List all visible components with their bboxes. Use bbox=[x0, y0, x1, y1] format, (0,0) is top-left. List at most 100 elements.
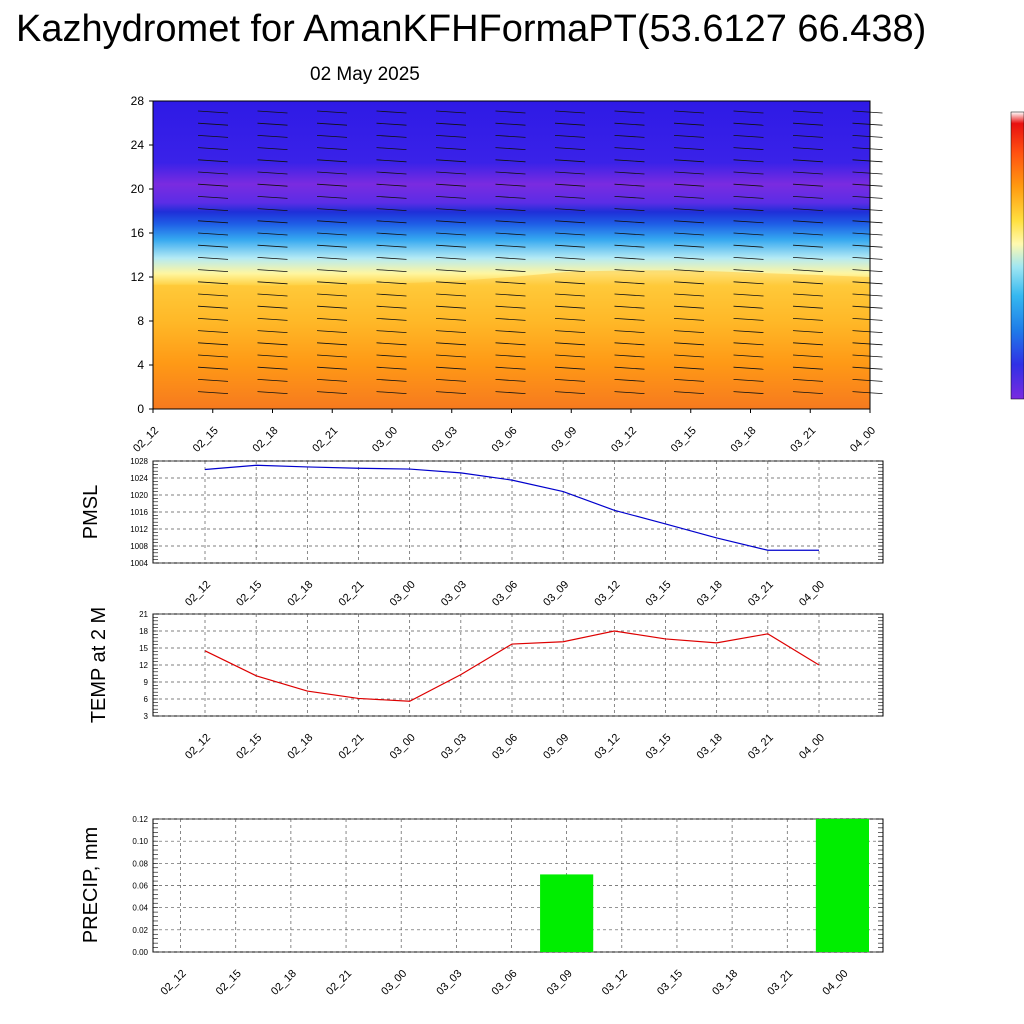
y-tick-label: 0.06 bbox=[132, 882, 148, 891]
x-tick-label: 03_21 bbox=[746, 732, 776, 762]
wind-barb bbox=[376, 208, 407, 211]
y-tick-label: 0.02 bbox=[132, 926, 148, 935]
wind-barb bbox=[614, 257, 645, 260]
wind-barb bbox=[316, 269, 348, 272]
wind-barb bbox=[495, 330, 526, 333]
wind-barb bbox=[197, 244, 229, 248]
wind-barb bbox=[495, 232, 526, 236]
wind-barb bbox=[316, 122, 348, 126]
wind-barb bbox=[554, 135, 586, 138]
x-tick-label: 02_21 bbox=[337, 732, 367, 762]
wind-barb bbox=[554, 244, 586, 248]
y-tick-label: 8 bbox=[137, 314, 144, 328]
wind-barb bbox=[614, 196, 645, 199]
wind-barb bbox=[495, 281, 526, 285]
wind-barb bbox=[792, 366, 824, 370]
wind-barb bbox=[614, 244, 645, 248]
wind-barb bbox=[376, 391, 407, 394]
wind-barb bbox=[197, 135, 229, 138]
wind-barb bbox=[435, 330, 467, 333]
wind-barb bbox=[554, 147, 586, 150]
y-tick-label: 1028 bbox=[130, 457, 148, 466]
wind-barb bbox=[435, 232, 467, 236]
wind-barb bbox=[435, 281, 467, 285]
wind-barb bbox=[316, 135, 348, 138]
wind-barb bbox=[376, 330, 407, 333]
wind-barb bbox=[197, 269, 229, 272]
wind-barb bbox=[257, 110, 288, 114]
x-tick-label: 02_15 bbox=[214, 968, 244, 998]
wind-barb bbox=[852, 135, 883, 138]
wind-barb bbox=[435, 220, 467, 224]
wind-barb bbox=[852, 232, 883, 236]
wind-barb bbox=[554, 354, 586, 358]
wind-barb bbox=[495, 354, 526, 358]
wind-barb bbox=[673, 220, 705, 224]
wind-barb bbox=[792, 110, 824, 114]
wind-barb bbox=[554, 330, 586, 333]
wind-barb bbox=[733, 183, 764, 187]
wind-barb bbox=[376, 220, 407, 224]
wind-barb bbox=[614, 110, 645, 114]
wind-barb bbox=[316, 391, 348, 394]
wind-barb bbox=[614, 330, 645, 333]
wind-barb bbox=[852, 147, 883, 150]
wind-barb bbox=[554, 159, 586, 163]
wind-barb bbox=[376, 110, 407, 114]
wind-barb bbox=[197, 391, 229, 394]
x-tick-label: 03_21 bbox=[765, 968, 795, 998]
wind-barb bbox=[257, 196, 288, 199]
wind-barb bbox=[673, 257, 705, 260]
wind-barb bbox=[554, 110, 586, 114]
wind-barb bbox=[197, 257, 229, 260]
x-tick-label: 03_06 bbox=[490, 732, 520, 762]
wind-barb bbox=[733, 159, 764, 163]
wind-barb bbox=[316, 318, 348, 321]
wind-barb bbox=[257, 208, 288, 211]
y-tick-label: 3 bbox=[144, 712, 149, 721]
wind-barb bbox=[495, 318, 526, 321]
x-tick-label: 03_03 bbox=[439, 732, 469, 762]
wind-barb bbox=[792, 196, 824, 199]
wind-barb bbox=[614, 135, 645, 138]
wind-barb bbox=[316, 330, 348, 333]
x-tick-label: 02_12 bbox=[159, 968, 189, 998]
wind-barb bbox=[852, 183, 883, 187]
wind-barb bbox=[614, 208, 645, 211]
y-tick-label: 18 bbox=[139, 627, 148, 636]
wind-barb bbox=[733, 379, 764, 382]
wind-barb bbox=[673, 135, 705, 138]
wind-barb bbox=[792, 293, 824, 297]
precip-bar bbox=[815, 819, 869, 952]
wind-barb bbox=[257, 269, 288, 272]
wind-barb bbox=[733, 196, 764, 199]
wind-barb bbox=[197, 183, 229, 187]
y-tick-label: 1024 bbox=[130, 474, 148, 483]
y-tick-label: 6 bbox=[144, 695, 149, 704]
wind-barb bbox=[733, 135, 764, 138]
wind-barb bbox=[673, 305, 705, 309]
wind-barb bbox=[316, 232, 348, 236]
wind-barb bbox=[316, 379, 348, 382]
x-tick-label: 04_00 bbox=[797, 732, 827, 762]
wind-barb bbox=[197, 220, 229, 224]
wind-barb bbox=[554, 391, 586, 394]
precip-bar bbox=[540, 874, 594, 952]
wind-barb bbox=[495, 257, 526, 260]
wind-barb bbox=[316, 110, 348, 114]
wind-barb bbox=[554, 220, 586, 224]
wind-barb bbox=[673, 244, 705, 248]
wind-barb bbox=[435, 354, 467, 358]
wind-barb bbox=[316, 366, 348, 370]
wind-barb bbox=[852, 269, 883, 272]
wind-barb bbox=[673, 366, 705, 370]
wind-barb bbox=[197, 159, 229, 163]
wind-barb bbox=[316, 147, 348, 150]
wind-barb bbox=[554, 366, 586, 370]
y-tick-label: 15 bbox=[139, 644, 148, 653]
wind-barb bbox=[614, 366, 645, 370]
y-tick-label: 1004 bbox=[130, 559, 148, 568]
wind-barb bbox=[673, 159, 705, 163]
y-tick-label: 28 bbox=[131, 94, 145, 108]
x-tick-label: 02_12 bbox=[183, 732, 213, 762]
